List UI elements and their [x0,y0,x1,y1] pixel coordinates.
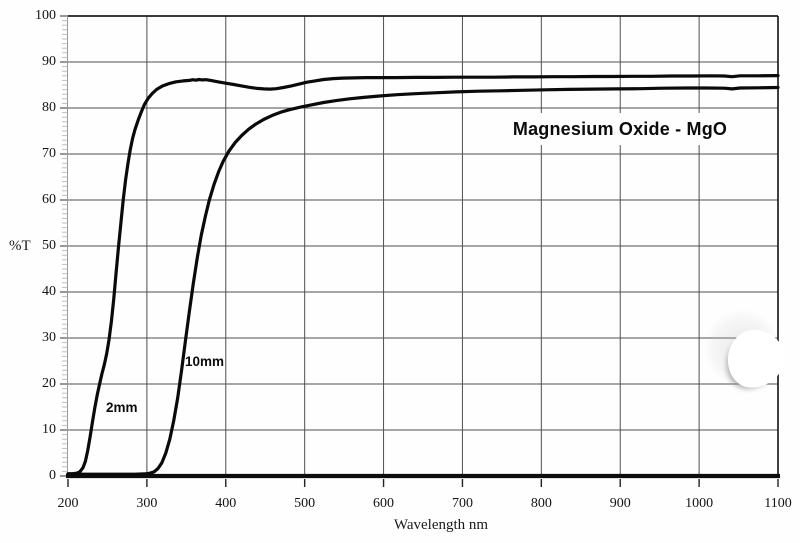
y-tick-label-20: 20 [42,376,56,391]
curve-2mm [66,73,780,476]
x-tick-label-300: 300 [136,496,158,511]
x-tick-label-700: 700 [451,496,473,511]
y-tick-label-100: 100 [35,8,56,23]
y-tick-label-70: 70 [42,146,56,161]
y-tick-label-60: 60 [42,192,56,207]
chart-title: Magnesium Oxide - MgO [497,113,743,145]
x-tick-label-800: 800 [530,496,552,511]
curve-10mm [66,85,780,476]
y-tick-label-0: 0 [49,468,56,483]
curve-label-10mm: 10mm [185,354,225,369]
curve-label-2mm: 2mm [106,400,138,415]
x-tick-label-1000: 1000 [685,496,714,511]
x-tick-label-500: 500 [294,496,316,511]
x-tick-label-200: 200 [57,496,79,511]
x-tick-label-1100: 1100 [764,496,792,511]
x-tick-label-900: 900 [609,496,631,511]
x-tick-label-600: 600 [373,496,395,511]
y-axis-label: %T [9,238,31,254]
y-tick-label-30: 30 [42,330,56,345]
y-tick-label-40: 40 [42,284,56,299]
y-tick-label-10: 10 [42,422,56,437]
y-tick-label-50: 50 [42,238,56,253]
x-axis-label: Wavelength nm [393,517,489,533]
x-tick-label-400: 400 [215,496,237,511]
y-tick-label-80: 80 [42,100,56,115]
y-tick-label-90: 90 [42,54,56,69]
